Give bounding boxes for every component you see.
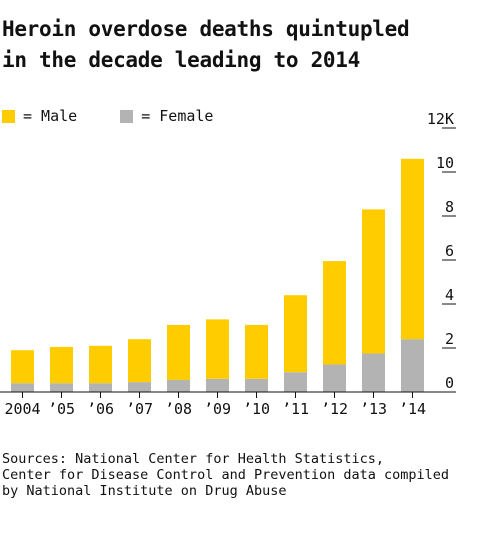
bar-female xyxy=(362,353,385,392)
bar-female xyxy=(11,383,34,392)
bar-female xyxy=(284,372,307,392)
bar-chart: 0 2 4 6 8 10 12K 2004 ’05 ’06 ’07 ’08 ’09 ’10 ’11 ’12 ’1… xyxy=(0,110,456,418)
bar-male xyxy=(11,350,34,384)
x-tick-label: ’13 xyxy=(360,400,387,418)
y-tick-label: 8 xyxy=(445,198,454,216)
x-tick-label: ’09 xyxy=(204,400,231,418)
sources-line-1: Sources: National Center for Health Stat… xyxy=(2,451,385,467)
x-tick-label: ’05 xyxy=(48,400,75,418)
y-tick-label: 6 xyxy=(445,242,454,260)
y-tick-label: 4 xyxy=(445,286,454,304)
y-tick-label: 2 xyxy=(445,330,454,348)
y-tick-label: 10 xyxy=(436,154,454,172)
bar-female xyxy=(401,339,424,392)
bar-female xyxy=(89,383,112,392)
sources-line-2: Center for Disease Control and Preventio… xyxy=(2,467,450,483)
bar-female xyxy=(245,378,268,392)
bar-male xyxy=(245,324,268,379)
legend-label-female: = Female xyxy=(141,107,214,125)
legend-swatch-female xyxy=(120,109,134,123)
bar-male xyxy=(323,261,346,365)
bar-female xyxy=(206,378,229,392)
y-tick-label: 0 xyxy=(445,374,454,392)
bar-female xyxy=(50,383,73,392)
x-tick-label: ’11 xyxy=(282,400,309,418)
y-tick-label: 12K xyxy=(427,110,454,128)
bar-female xyxy=(128,382,151,392)
x-tick-label: ’06 xyxy=(87,400,114,418)
bar-male xyxy=(362,209,385,354)
legend-item-male: = Male xyxy=(2,107,77,125)
x-tick-label: ’10 xyxy=(243,400,270,418)
legend-swatch-male xyxy=(2,109,15,123)
legend-item-female: = Female xyxy=(120,107,213,125)
bar-male xyxy=(167,324,190,380)
bar-male xyxy=(206,319,229,379)
bar-male xyxy=(284,295,307,373)
bar-male xyxy=(50,346,73,384)
bar-female xyxy=(167,379,190,392)
bar-male xyxy=(401,158,424,340)
bar-female xyxy=(323,364,346,392)
legend-label-male: = Male xyxy=(23,107,78,125)
x-tick-label: ’14 xyxy=(399,400,426,418)
title-line-1: Heroin overdose deaths quintupled xyxy=(2,17,410,41)
chart-title: Heroin overdose deaths quintupled in the… xyxy=(2,14,472,76)
sources-note: Sources: National Center for Health Stat… xyxy=(2,451,478,499)
x-tick-label: ’12 xyxy=(321,400,348,418)
sources-line-3: by National Institute on Drug Abuse xyxy=(2,483,287,499)
bar-male xyxy=(89,345,112,384)
title-line-2: in the decade leading to 2014 xyxy=(2,48,360,72)
x-tick-label: 2004 xyxy=(4,400,40,418)
bar-male xyxy=(128,339,151,383)
x-tick-label: ’08 xyxy=(165,400,192,418)
legend: = Male = Female xyxy=(2,107,247,127)
x-tick-label: ’07 xyxy=(126,400,153,418)
